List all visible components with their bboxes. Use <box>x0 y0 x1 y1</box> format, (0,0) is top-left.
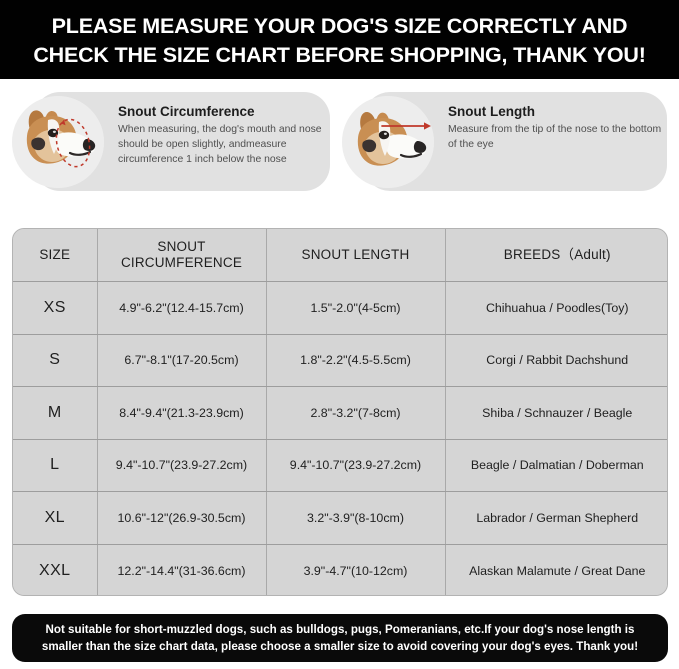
cell-snout-length: 2.8"-3.2"(7-8cm) <box>266 386 446 440</box>
column-header-snout-length: SNOUT LENGTH <box>266 229 446 282</box>
table-row: M 8.4"-9.4"(21.3-23.9cm) 2.8"-3.2"(7-8cm… <box>13 386 667 440</box>
cell-breeds: Shiba / Schnauzer / Beagle <box>445 386 667 440</box>
dog-head-with-dashed-circle-icon <box>12 96 104 188</box>
cell-snout-length: 3.2"-3.9"(8-10cm) <box>266 491 446 545</box>
column-header-snout-circumference: SNOUT CIRCUMFERENCE <box>97 229 267 282</box>
footer-line-2: smaller than the size chart data, please… <box>41 640 639 653</box>
info-title: Snout Length <box>448 104 535 119</box>
banner-line-2: CHECK THE SIZE CHART BEFORE SHOPPING, TH… <box>33 42 646 67</box>
table-row: XXL 12.2"-14.4"(31-36.6cm) 3.9"-4.7"(10-… <box>13 544 667 595</box>
cell-breeds: Chihuahua / Poodles(Toy) <box>445 281 667 335</box>
cell-size: M <box>13 386 98 440</box>
cell-snout-length: 1.5"-2.0"(4-5cm) <box>266 281 446 335</box>
measurement-info-row: Snout Circumference When measuring, the … <box>12 92 667 199</box>
cell-size: XL <box>13 491 98 545</box>
cell-snout-circumference: 4.9"-6.2"(12.4-15.7cm) <box>97 281 267 335</box>
info-text-snout-length: Snout Length Measure from the tip of the… <box>448 104 664 153</box>
table-row: L 9.4"-10.7"(23.9-27.2cm) 9.4"-10.7"(23.… <box>13 439 667 492</box>
cell-snout-circumference: 12.2"-14.4"(31-36.6cm) <box>97 544 267 595</box>
cell-size: L <box>13 439 98 492</box>
banner-line-1: PLEASE MEASURE YOUR DOG'S SIZE CORRECTLY… <box>51 13 628 38</box>
footer-line-1: Not suitable for short-muzzled dogs, suc… <box>45 622 635 636</box>
cell-size: XS <box>13 281 98 335</box>
size-chart-table-wrapper: SIZE SNOUT CIRCUMFERENCE SNOUT LENGTH BR… <box>12 228 668 596</box>
cell-size: XXL <box>13 544 98 595</box>
table-header-row: SIZE SNOUT CIRCUMFERENCE SNOUT LENGTH BR… <box>13 229 667 282</box>
cell-breeds: Corgi / Rabbit Dachshund <box>445 334 667 387</box>
table-row: XL 10.6"-12"(26.9-30.5cm) 3.2"-3.9"(8-10… <box>13 491 667 545</box>
cell-snout-circumference: 6.7"-8.1"(17-20.5cm) <box>97 334 267 387</box>
cell-breeds: Labrador / German Shepherd <box>445 491 667 545</box>
cell-snout-length: 1.8"-2.2"(4.5-5.5cm) <box>266 334 446 387</box>
cell-breeds: Alaskan Malamute / Great Dane <box>445 544 667 595</box>
column-header-snout-circumference-line1: SNOUT <box>157 238 206 254</box>
footer-warning-note: Not suitable for short-muzzled dogs, suc… <box>12 614 668 662</box>
info-description: When measuring, the dog's mouth and nose… <box>118 124 322 166</box>
column-header-breeds: BREEDS（Adult) <box>445 229 667 282</box>
table-row: XS 4.9"-6.2"(12.4-15.7cm) 1.5"-2.0"(4-5c… <box>13 281 667 335</box>
cell-size: S <box>13 334 98 387</box>
size-chart-table: SIZE SNOUT CIRCUMFERENCE SNOUT LENGTH BR… <box>13 229 667 595</box>
cell-snout-circumference: 9.4"-10.7"(23.9-27.2cm) <box>97 439 267 492</box>
cell-snout-length: 3.9"-4.7"(10-12cm) <box>266 544 446 595</box>
info-description: Measure from the tip of the nose to the … <box>448 124 662 151</box>
table-row: S 6.7"-8.1"(17-20.5cm) 1.8"-2.2"(4.5-5.5… <box>13 334 667 387</box>
dog-head-with-arrow-icon <box>342 96 434 188</box>
header-banner: PLEASE MEASURE YOUR DOG'S SIZE CORRECTLY… <box>0 0 679 79</box>
info-text-snout-circumference: Snout Circumference When measuring, the … <box>118 104 328 168</box>
column-header-snout-circumference-line2: CIRCUMFERENCE <box>120 255 243 270</box>
cell-snout-circumference: 10.6"-12"(26.9-30.5cm) <box>97 491 267 545</box>
info-title: Snout Circumference <box>118 104 255 119</box>
cell-breeds: Beagle / Dalmatian / Doberman <box>445 439 667 492</box>
column-header-size: SIZE <box>13 229 98 282</box>
cell-snout-length: 9.4"-10.7"(23.9-27.2cm) <box>266 439 446 492</box>
cell-snout-circumference: 8.4"-9.4"(21.3-23.9cm) <box>97 386 267 440</box>
